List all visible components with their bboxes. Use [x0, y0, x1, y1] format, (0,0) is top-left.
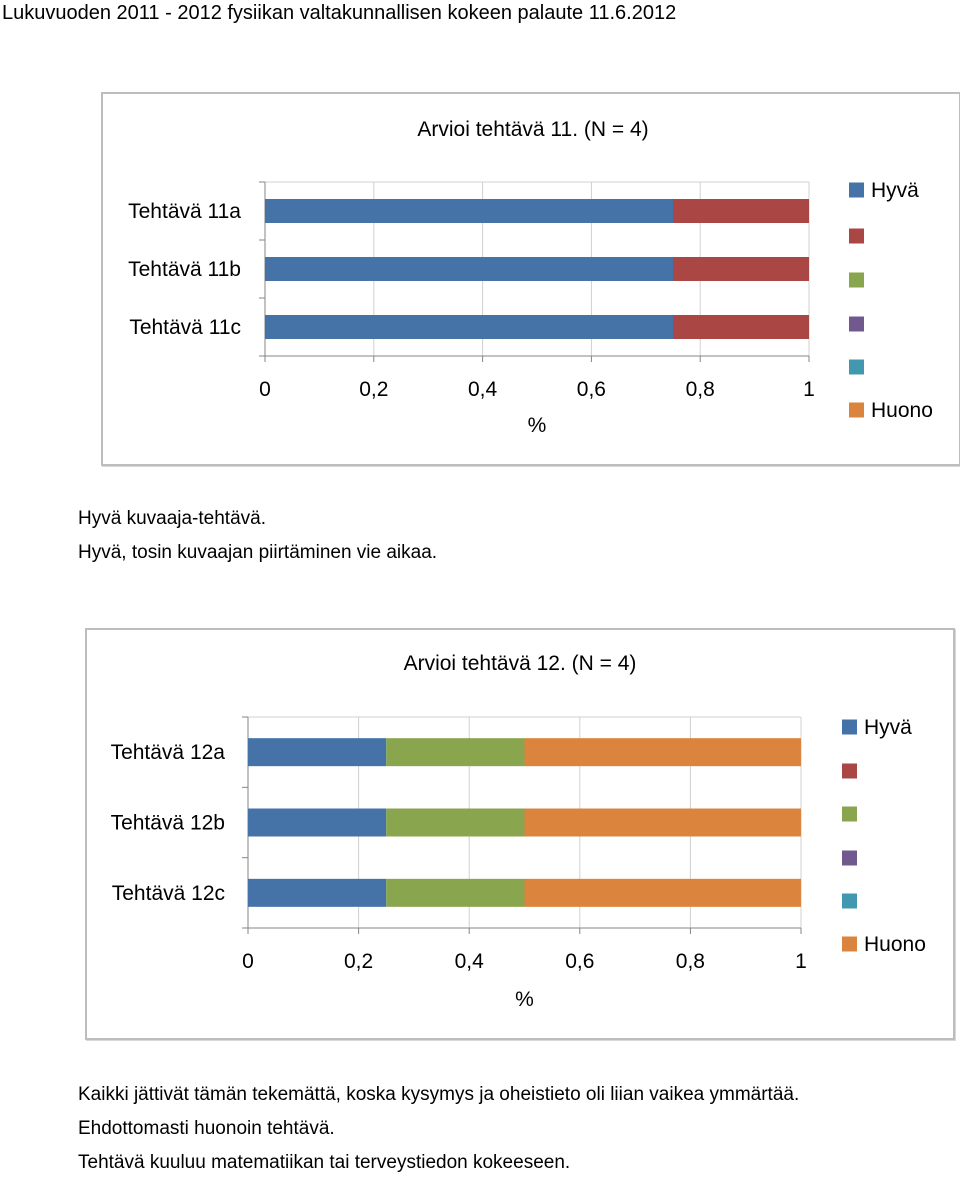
bar-segment — [265, 315, 673, 339]
bar-segment — [673, 315, 809, 339]
x-tick-label: 0 — [242, 950, 254, 973]
x-tick-label: 0,2 — [359, 378, 388, 401]
category-label: Tehtävä 12b — [111, 812, 225, 835]
bar-segment — [673, 199, 809, 223]
bar-segment — [265, 257, 673, 281]
x-tick-label: 0,6 — [565, 950, 594, 973]
bar-segment — [248, 738, 387, 767]
legend-label: Huono — [871, 399, 933, 422]
x-tick-label: 1 — [803, 378, 815, 401]
bar-segment — [248, 808, 387, 837]
x-axis-label: % — [528, 414, 547, 437]
legend-swatch — [849, 228, 864, 244]
x-tick-label: 1 — [795, 950, 807, 973]
comment-line: Ehdottomasti huonoin tehtävä. — [78, 1118, 335, 1139]
category-label: Tehtävä 11b — [128, 258, 241, 281]
comment-block-task-12: Kaikki jättivät tämän tekemättä, koska k… — [78, 1078, 799, 1180]
legend-swatch — [842, 806, 857, 822]
x-axis-label: % — [515, 988, 534, 1011]
chart-title: Arvioi tehtävä 11. (N = 4) — [417, 118, 648, 141]
x-tick-label: 0,8 — [676, 950, 705, 973]
bar-segment — [386, 808, 525, 837]
x-tick-label: 0,4 — [455, 950, 485, 973]
chart-task-11: Arvioi tehtävä 11. (N = 4) 0 0,2 0,4 0,6 0,8 1… — [128, 118, 933, 437]
bar-segment — [265, 199, 673, 223]
comment-line: Hyvä kuvaaja-tehtävä. — [78, 508, 266, 529]
legend-swatch — [849, 182, 864, 198]
category-label: Tehtävä 12c — [112, 882, 225, 905]
legend-swatch — [842, 893, 857, 909]
chart-frame-task-11: Arvioi tehtävä 11. (N = 4) 0 0,2 0,4 0,6 0,8 1… — [101, 92, 960, 466]
category-label: Tehtävä 12a — [111, 741, 226, 764]
x-tick-label: 0 — [259, 378, 271, 401]
category-label: Tehtävä 11a — [128, 200, 241, 223]
bar-segment — [524, 738, 801, 767]
x-tick-label: 0,4 — [468, 378, 498, 401]
bar-segment — [524, 878, 801, 907]
legend-swatch — [842, 719, 857, 735]
legend-label: Hyvä — [871, 179, 919, 202]
legend-swatch — [849, 402, 864, 418]
legend-swatch — [849, 359, 864, 375]
comment-line: Tehtävä kuuluu matematiikan tai terveyst… — [78, 1152, 571, 1173]
bar-segment — [386, 878, 525, 907]
comment-line: Kaikki jättivät tämän tekemättä, koska k… — [78, 1084, 800, 1105]
legend-label: Hyvä — [864, 716, 912, 739]
legend-swatch — [842, 763, 857, 779]
x-tick-label: 0,8 — [686, 378, 715, 401]
page-header: Lukuvuoden 2011 - 2012 fysiikan valtakun… — [2, 2, 677, 24]
chart-title: Arvioi tehtävä 12. (N = 4) — [404, 652, 637, 675]
chart-frame-task-12: Arvioi tehtävä 12. (N = 4) 0 0,2 0,4 0,6 0,8 1… — [85, 628, 955, 1040]
legend-swatch — [842, 936, 857, 952]
legend-swatch — [842, 850, 857, 866]
bar-segment — [386, 738, 525, 767]
bar-segment — [673, 257, 809, 281]
comment-block-task-11: Hyvä kuvaaja-tehtävä. Hyvä, tosin kuvaaj… — [78, 502, 437, 570]
category-label: Tehtävä 11c — [129, 316, 241, 339]
chart-task-12: Arvioi tehtävä 12. (N = 4) 0 0,2 0,4 0,6 0,8 1… — [111, 652, 926, 1011]
bar-segment — [524, 808, 801, 837]
comment-line: Hyvä, tosin kuvaajan piirtäminen vie aik… — [78, 542, 438, 563]
x-tick-label: 0,2 — [344, 950, 373, 973]
legend-label: Huono — [864, 933, 926, 956]
legend-swatch — [849, 316, 864, 332]
legend-swatch — [849, 272, 864, 288]
x-tick-label: 0,6 — [577, 378, 606, 401]
bar-segment — [248, 878, 387, 907]
